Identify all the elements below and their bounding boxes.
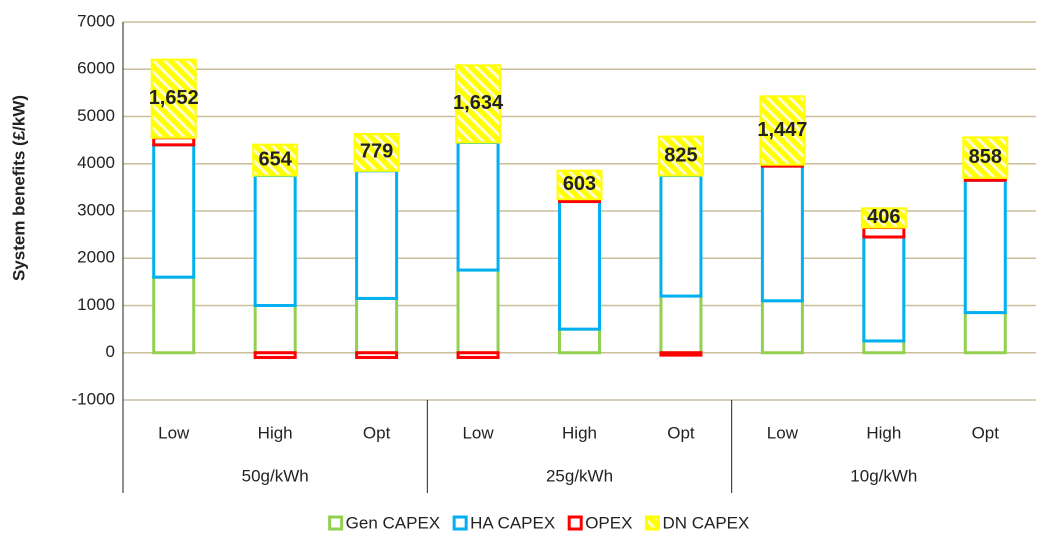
data-label: 825 (664, 144, 697, 166)
bar-segment (760, 164, 804, 303)
data-label: 779 (360, 141, 393, 163)
bar-segment (456, 140, 500, 272)
legend-label: DN CAPEX (662, 513, 749, 532)
bar-segment (355, 296, 399, 355)
y-axis-title: System benefits (£/kW) (9, 95, 28, 281)
data-label: 406 (867, 206, 900, 228)
bar-segment (558, 327, 601, 355)
bar-segment (152, 136, 196, 147)
y-tick-label: 4000 (77, 153, 115, 172)
x-tick-label: High (562, 423, 597, 442)
bar-segment (963, 311, 1007, 355)
bar-segment (355, 351, 399, 359)
bar-segment (962, 136, 1009, 179)
legend-label: OPEX (585, 513, 632, 532)
y-tick-label: 1000 (77, 295, 115, 314)
x-tick-label: Low (462, 423, 494, 442)
bar-segment (253, 351, 297, 359)
x-tick-label: Low (158, 423, 190, 442)
bar-segment (760, 299, 804, 355)
group-label: 50g/kWh (242, 466, 309, 485)
data-label: 654 (258, 148, 292, 170)
bar-segment (253, 174, 297, 307)
bar-segment (963, 178, 1007, 315)
y-tick-label: 7000 (77, 11, 115, 30)
bar-segment (659, 294, 703, 355)
bar-segment (558, 200, 601, 331)
data-label: 1,634 (453, 92, 504, 114)
bar-segment (862, 226, 906, 239)
y-tick-label: -1000 (72, 389, 115, 408)
bar-segment (252, 143, 299, 177)
bar-segment (456, 268, 500, 355)
group-label: 25g/kWh (546, 466, 613, 485)
x-tick-label: High (258, 423, 293, 442)
bar-segment (355, 169, 399, 300)
bar-segment (659, 174, 703, 298)
x-tick-label: Opt (972, 423, 1000, 442)
data-label: 1,447 (757, 119, 807, 141)
data-label: 603 (563, 173, 596, 195)
bar-segment (659, 351, 703, 357)
bar-segment (862, 235, 906, 343)
y-tick-label: 0 (106, 342, 115, 361)
data-label: 1,652 (149, 87, 199, 109)
bar-segment (150, 58, 197, 139)
bar-segment (152, 143, 196, 279)
y-tick-label: 6000 (77, 59, 115, 78)
group-label: 10g/kWh (850, 466, 917, 485)
legend-swatch (328, 515, 344, 531)
bar-segment (253, 304, 297, 355)
y-tick-label: 3000 (77, 200, 115, 219)
legend-swatch (452, 515, 468, 531)
y-tick-label: 2000 (77, 248, 115, 267)
bar-segment (556, 169, 603, 201)
legend-swatch (567, 515, 583, 531)
x-tick-label: Opt (363, 423, 391, 442)
bar-segment (455, 64, 502, 144)
bar-segment (152, 275, 196, 355)
y-tick-label: 5000 (77, 106, 115, 125)
x-tick-label: Opt (667, 423, 695, 442)
legend-label: Gen CAPEX (346, 513, 441, 532)
x-tick-label: Low (767, 423, 799, 442)
legend-swatch (644, 515, 660, 531)
bar-segment (456, 351, 500, 359)
x-tick-label: High (866, 423, 901, 442)
bar-segment (657, 135, 704, 177)
bar-segment (862, 339, 906, 355)
legend-label: HA CAPEX (470, 513, 555, 532)
data-label: 858 (969, 146, 1002, 168)
bar-segment (860, 207, 907, 229)
bar-segment (759, 95, 806, 166)
bar-segment (353, 133, 400, 172)
